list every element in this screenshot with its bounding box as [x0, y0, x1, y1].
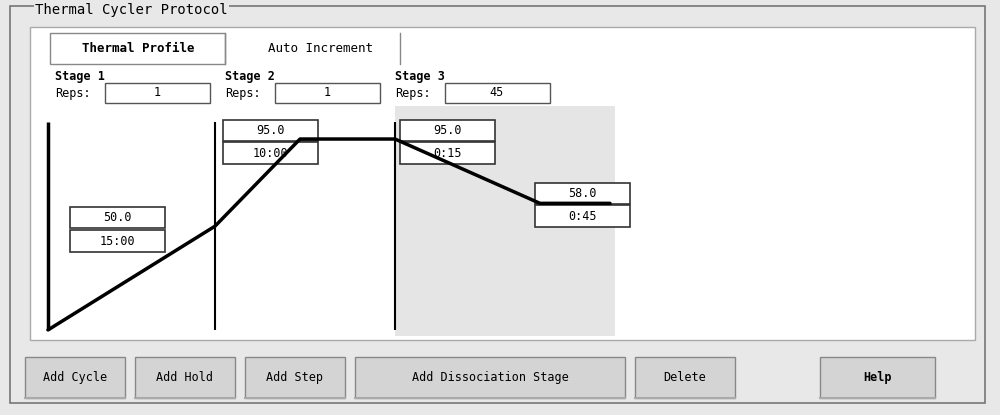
Text: 15:00: 15:00 [100, 234, 135, 248]
FancyBboxPatch shape [535, 183, 630, 204]
FancyBboxPatch shape [10, 6, 985, 403]
Text: Add Dissociation Stage: Add Dissociation Stage [412, 371, 568, 384]
FancyBboxPatch shape [355, 357, 625, 398]
FancyBboxPatch shape [25, 357, 125, 398]
FancyBboxPatch shape [245, 357, 345, 398]
FancyBboxPatch shape [635, 357, 735, 398]
Bar [395, 106, 615, 336]
Text: 58.0: 58.0 [568, 187, 597, 200]
Text: Help: Help [863, 371, 892, 384]
FancyBboxPatch shape [400, 120, 495, 141]
Text: Add Cycle: Add Cycle [43, 371, 107, 384]
Bar [30, 27, 975, 340]
FancyBboxPatch shape [105, 83, 210, 103]
FancyBboxPatch shape [400, 142, 495, 164]
Text: 1: 1 [153, 86, 161, 100]
Text: 1: 1 [323, 86, 331, 100]
Text: Reps:: Reps: [55, 87, 91, 100]
FancyBboxPatch shape [70, 207, 165, 228]
Text: Reps:: Reps: [395, 87, 431, 100]
FancyBboxPatch shape [223, 120, 318, 141]
Text: 0:45: 0:45 [568, 210, 597, 223]
Text: Thermal Cycler Protocol: Thermal Cycler Protocol [35, 3, 228, 17]
FancyBboxPatch shape [535, 205, 630, 227]
Text: 95.0: 95.0 [256, 124, 285, 137]
FancyBboxPatch shape [70, 230, 165, 252]
FancyBboxPatch shape [223, 142, 318, 164]
FancyBboxPatch shape [135, 357, 235, 398]
Text: Auto Increment: Auto Increment [268, 42, 372, 55]
Text: 0:15: 0:15 [433, 146, 462, 160]
Text: Reps:: Reps: [225, 87, 261, 100]
Text: Add Hold: Add Hold [156, 371, 214, 384]
FancyBboxPatch shape [50, 33, 225, 64]
Text: 95.0: 95.0 [433, 124, 462, 137]
Text: Stage 2: Stage 2 [225, 70, 275, 83]
FancyBboxPatch shape [445, 83, 550, 103]
Text: Add Step: Add Step [266, 371, 324, 384]
Text: Stage 3: Stage 3 [395, 70, 445, 83]
Text: 50.0: 50.0 [103, 211, 132, 224]
Text: Delete: Delete [664, 371, 706, 384]
Text: Stage 1: Stage 1 [55, 70, 105, 83]
FancyBboxPatch shape [820, 357, 935, 398]
FancyBboxPatch shape [275, 83, 380, 103]
Text: 45: 45 [490, 86, 504, 100]
Text: 10:00: 10:00 [253, 146, 288, 160]
Text: Thermal Profile: Thermal Profile [82, 42, 194, 55]
